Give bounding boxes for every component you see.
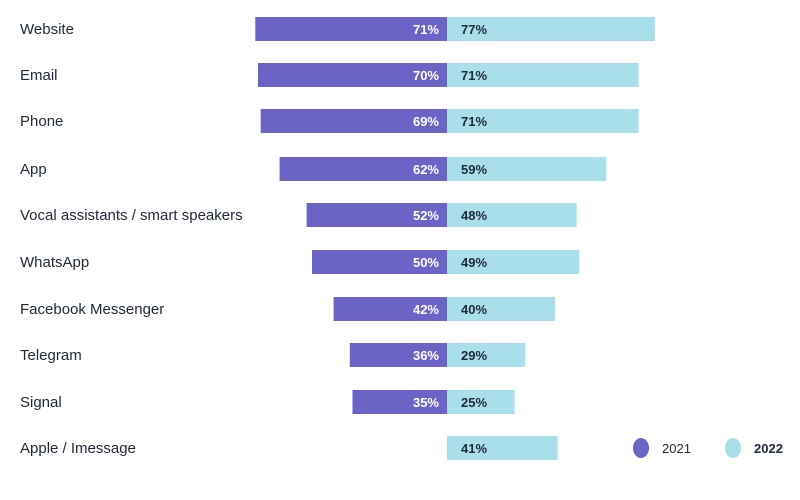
bar-2021 xyxy=(279,157,447,181)
category-label: Signal xyxy=(20,394,62,411)
bar-2021 xyxy=(258,63,447,87)
data-label-2021: 71% xyxy=(413,22,439,37)
legend-label-2022: 2022 xyxy=(754,441,783,456)
bar-2022 xyxy=(447,297,555,321)
data-label-2021: 52% xyxy=(413,208,439,223)
data-label-2022: 49% xyxy=(461,255,487,270)
data-label-2022: 59% xyxy=(461,162,487,177)
data-label-2022: 48% xyxy=(461,208,487,223)
bar-2022 xyxy=(447,343,526,367)
bar-2022 xyxy=(447,109,639,133)
bar-2021 xyxy=(352,390,447,414)
bar-2021 xyxy=(349,343,447,367)
category-label: WhatsApp xyxy=(20,254,89,271)
data-label-2021: 36% xyxy=(413,348,439,363)
data-label-2022: 29% xyxy=(461,348,487,363)
category-label: Email xyxy=(20,67,58,84)
bar-2022 xyxy=(447,250,580,274)
bar-2022 xyxy=(447,63,639,87)
data-label-2021: 42% xyxy=(413,302,439,317)
data-label-2022: 71% xyxy=(461,114,487,129)
category-label: Apple / Imessage xyxy=(20,440,136,457)
category-label: Facebook Messenger xyxy=(20,301,164,318)
data-label-2021: 70% xyxy=(413,68,439,83)
data-label-2021: 69% xyxy=(413,114,439,129)
bar-2022 xyxy=(447,17,655,41)
legend-swatch-2021 xyxy=(633,438,649,458)
bar-2021 xyxy=(306,203,447,227)
legend-label-2021: 2021 xyxy=(662,441,691,456)
category-label: Website xyxy=(20,21,74,38)
bar-2021 xyxy=(333,297,447,321)
bar-2022 xyxy=(447,203,577,227)
bar-2021 xyxy=(255,17,447,41)
data-label-2021: 50% xyxy=(413,255,439,270)
category-label: Telegram xyxy=(20,347,82,364)
category-label: App xyxy=(20,161,47,178)
legend-swatch-2022 xyxy=(725,438,741,458)
data-label-2022: 25% xyxy=(461,395,487,410)
category-label: Vocal assistants / smart speakers xyxy=(20,207,243,224)
data-label-2022: 40% xyxy=(461,302,487,317)
data-label-2022: 77% xyxy=(461,22,487,37)
data-label-2022: 41% xyxy=(461,441,487,456)
data-label-2021: 35% xyxy=(413,395,439,410)
category-label: Phone xyxy=(20,113,63,130)
bar-2022 xyxy=(447,436,558,460)
bar-2022 xyxy=(447,157,607,181)
data-label-2022: 71% xyxy=(461,68,487,83)
bar-2021 xyxy=(260,109,447,133)
bar-2022 xyxy=(447,390,515,414)
bar-2021 xyxy=(312,250,447,274)
data-label-2021: 62% xyxy=(413,162,439,177)
